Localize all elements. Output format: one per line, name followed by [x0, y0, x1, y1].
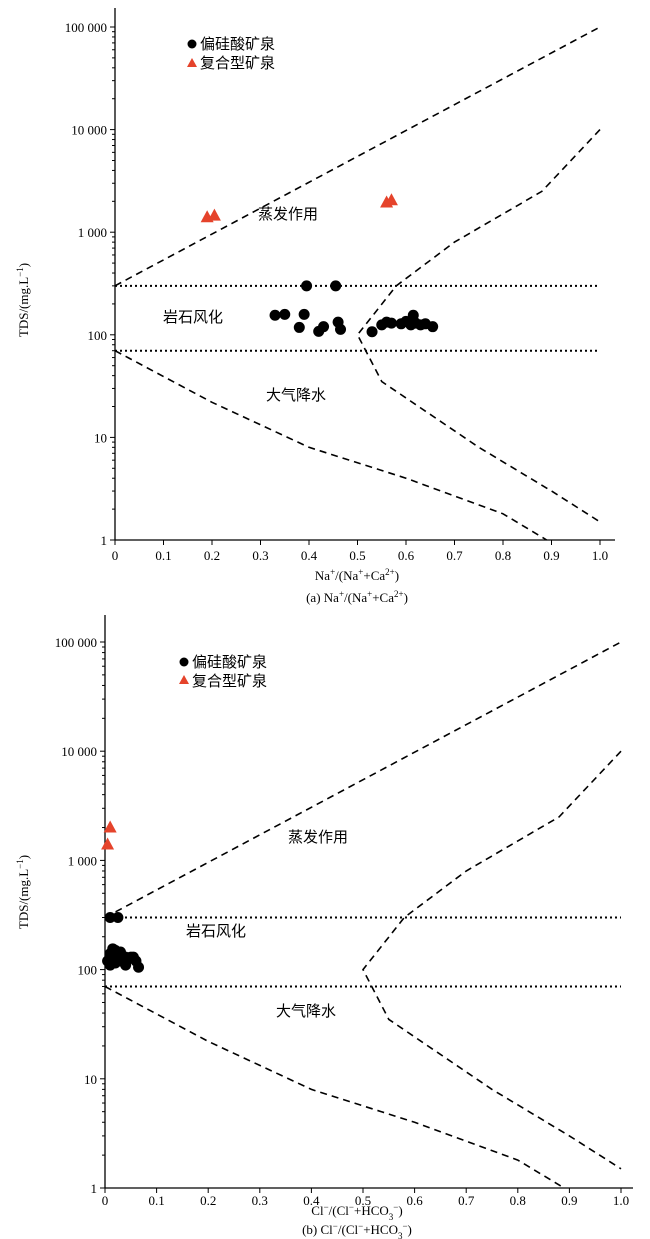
x-axis-label: Na+/(Na++Ca2+)	[315, 567, 399, 583]
legend-label-circle: 偏硅酸矿泉	[200, 35, 275, 53]
y-tick-label: 10	[94, 430, 107, 445]
envelope-upper-curve	[104, 641, 622, 919]
y-tick-label: 1 000	[68, 853, 97, 868]
x-tick-label: 0.4	[301, 548, 318, 563]
envelope-upper-curve	[114, 26, 601, 287]
svg-text:TDS/(mg.L−1): TDS/(mg.L−1)	[15, 855, 31, 929]
y-tick-label: 100	[78, 963, 98, 978]
region-weathering: 岩石风化	[163, 308, 223, 326]
y-tick-label: 10 000	[61, 744, 97, 759]
x-tick-label: 0.8	[495, 548, 511, 563]
x-tick-label: 0.7	[446, 548, 463, 563]
x-tick-label: 1.0	[613, 1193, 629, 1208]
data-point-triangle	[384, 193, 398, 206]
data-point-circle	[318, 321, 330, 333]
x-tick-label: 0	[112, 548, 119, 563]
legend-label-circle: 偏硅酸矿泉	[192, 653, 267, 671]
legend: 偏硅酸矿泉 复合型矿泉	[179, 653, 267, 690]
data-point-circle	[427, 321, 439, 333]
legend-triangle-marker	[179, 675, 189, 684]
y-tick-label: 10	[84, 1072, 97, 1087]
data-point-circle	[385, 317, 397, 329]
legend-label-triangle: 复合型矿泉	[200, 54, 275, 72]
x-tick-label: 0.8	[510, 1193, 526, 1208]
data-point-circle	[330, 280, 342, 292]
x-tick-label: 0.5	[349, 548, 365, 563]
data-point-circle	[133, 961, 145, 973]
legend: 偏硅酸矿泉 复合型矿泉	[187, 35, 275, 72]
y-tick-label: 100 000	[65, 20, 107, 35]
x-tick-label: 0.2	[204, 548, 220, 563]
envelope-right-curve	[362, 750, 622, 1170]
x-tick-label: 0.2	[200, 1193, 216, 1208]
chart-b: TDS/(mg.L−1) Cl−/(Cl−+HCO3−) (b) Cl−/(Cl…	[15, 615, 633, 1239]
y-tick-label: 100 000	[55, 635, 97, 650]
x-tick-label: 0.6	[398, 548, 415, 563]
data-point-circle	[293, 321, 305, 333]
data-point-circle	[301, 280, 313, 292]
x-tick-label: 0.4	[303, 1193, 320, 1208]
x-tick-label: 0.6	[406, 1193, 423, 1208]
data-point-circle	[120, 959, 132, 971]
x-axis-label: Cl−/(Cl−+HCO3−)	[311, 1202, 402, 1222]
y-tick-label: 1 000	[78, 225, 107, 240]
y-axis-label: TDS/(mg.L−1)	[15, 855, 31, 929]
chart-caption: (a) Na+/(Na++Ca2+)	[306, 589, 408, 605]
chart-a: TDS/(mg.L−1) Na+/(Na++Ca2+) (a) Na+/(Na+…	[15, 8, 615, 605]
data-point-circle	[104, 911, 116, 923]
data-point-triangle	[207, 208, 221, 221]
y-tick-label: 100	[88, 328, 108, 343]
region-precipitation: 大气降水	[266, 386, 326, 404]
x-tick-label: 0	[102, 1193, 109, 1208]
x-tick-label: 0.9	[543, 548, 559, 563]
data-point-circle	[298, 308, 310, 320]
data-point-triangle	[103, 820, 117, 833]
envelope-lower-curve	[104, 985, 565, 1189]
x-tick-label: 0.1	[148, 1193, 164, 1208]
x-tick-label: 0.3	[252, 548, 268, 563]
data-point-circle	[366, 326, 378, 338]
x-tick-label: 0.1	[155, 548, 171, 563]
data-point-circle	[269, 309, 281, 321]
svg-text:TDS/(mg.L−1): TDS/(mg.L−1)	[15, 263, 31, 337]
y-tick-label: 1	[91, 1181, 98, 1196]
y-tick-label: 1	[101, 533, 108, 548]
region-weathering: 岩石风化	[186, 922, 246, 940]
data-point-circle	[279, 308, 291, 320]
x-tick-label: 0.3	[252, 1193, 268, 1208]
data-point-circle	[112, 949, 124, 961]
region-precipitation: 大气降水	[276, 1002, 336, 1020]
legend-triangle-marker	[187, 58, 197, 67]
data-point-triangle	[101, 837, 115, 850]
x-tick-label: 0.5	[355, 1193, 371, 1208]
legend-circle-marker	[187, 39, 197, 49]
y-axis-label: TDS/(mg.L−1)	[15, 263, 31, 337]
x-tick-label: 0.7	[458, 1193, 475, 1208]
data-point-circle	[112, 911, 124, 923]
chart-caption: (b) Cl−/(Cl−+HCO3−)	[302, 1221, 412, 1239]
y-tick-label: 10 000	[71, 123, 107, 138]
x-tick-label: 1.0	[592, 548, 608, 563]
x-tick-label: 0.9	[561, 1193, 577, 1208]
legend-label-triangle: 复合型矿泉	[192, 672, 267, 690]
envelope-lower-curve	[114, 349, 548, 541]
region-evaporation: 蒸发作用	[258, 205, 318, 223]
legend-circle-marker	[179, 657, 189, 667]
region-evaporation: 蒸发作用	[288, 828, 348, 846]
data-point-circle	[335, 323, 347, 335]
